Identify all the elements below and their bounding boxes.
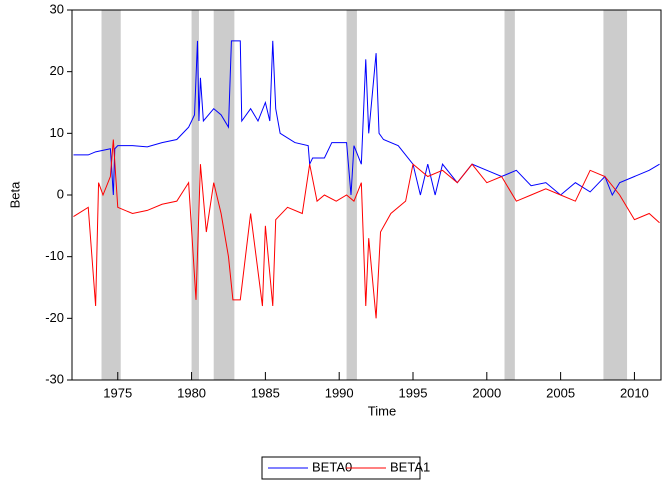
x-tick-label: 1985	[251, 385, 280, 400]
recession-band	[603, 10, 628, 380]
recession-band	[101, 10, 121, 380]
legend	[261, 456, 421, 480]
y-tick-label: 20	[50, 63, 64, 78]
y-axis-label: Beta	[7, 181, 22, 209]
x-tick-label: 1990	[325, 385, 354, 400]
x-tick-label: 1995	[399, 385, 428, 400]
x-tick-label: 2010	[620, 385, 649, 400]
plot-frame	[71, 9, 662, 381]
y-tick-label: -20	[45, 310, 64, 325]
y-tick-label: 30	[50, 1, 64, 16]
recession-band	[504, 10, 515, 380]
x-tick-label: 2000	[472, 385, 501, 400]
recession-band	[346, 10, 357, 380]
y-tick-label: -30	[45, 371, 64, 386]
recession-band	[191, 10, 199, 380]
legend-label: BETA0	[312, 459, 352, 474]
x-tick-label: 2005	[546, 385, 575, 400]
line-series	[73, 139, 660, 319]
x-tick-label: 1975	[103, 385, 132, 400]
y-tick-label: -10	[45, 248, 64, 263]
x-tick-label: 1980	[177, 385, 206, 400]
line-series	[73, 40, 660, 197]
x-axis-label: Time	[368, 403, 396, 418]
y-tick-label: 0	[57, 186, 64, 201]
y-tick-label: 10	[50, 125, 64, 140]
legend-label: BETA1	[390, 459, 430, 474]
